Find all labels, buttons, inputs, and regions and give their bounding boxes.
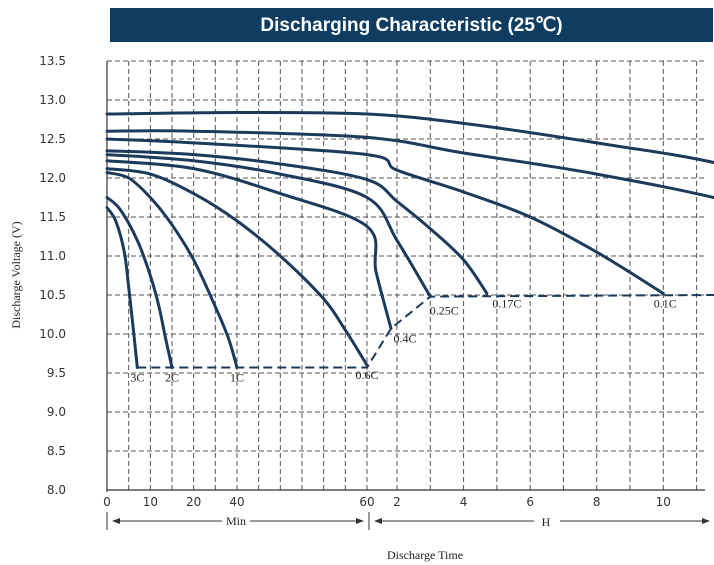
curve-3c [105,206,139,369]
x-segment-label-min: Min [226,514,246,528]
arrow-head [374,518,382,524]
arrow-head [112,518,120,524]
y-tick-label: 11.5 [39,210,66,224]
x-tick-label-h: 2 [393,495,401,509]
curve-0_6c [105,167,369,367]
axes [106,61,705,492]
curve-0_1c [105,137,665,295]
x-axis-label: Discharge Time [387,548,463,562]
curve-label-0_6c: 0.6C [355,368,378,382]
y-tick-label: 8.0 [47,483,66,497]
x-tick-label-h: 6 [526,495,534,509]
curve-0_25c [105,153,432,299]
grid [107,60,705,491]
x-tick-label-min: 60 [359,495,374,509]
arrow-head [356,518,364,524]
curve-label-0_1c: 0.1C [654,296,677,310]
x-tick-label-h: 4 [460,495,468,509]
x-tick-labels: 01020406024681012141618202 [103,495,671,509]
y-tick-label: 10.5 [39,288,66,302]
curve-0_17c [105,149,489,295]
x-tick-label-min: 10 [143,495,158,509]
curves [105,110,714,369]
curve-2c [105,196,174,369]
x-tick-label-h: 10 [656,495,671,509]
y-tick-label: 9.0 [47,405,66,419]
x-tick-label-min: 0 [103,495,111,509]
y-tick-label: 12.0 [39,171,66,185]
y-tick-label: 11.0 [39,249,66,263]
x-tick-label-h: 8 [593,495,601,509]
x-segment-arrows [106,512,710,530]
curve-label-0_25c: 0.25C [430,304,459,318]
curve-label-0_17c: 0.17C [492,296,521,310]
curve-0_4c [105,159,393,330]
curve-top [105,110,714,165]
curve-label-2c: 2C [165,371,179,385]
curve-label-1c: 1C [230,371,244,385]
y-axis-label: Discharge Voltage (V) [9,221,23,328]
chart-title: Discharging Characteristic (25℃) [110,8,713,42]
x-segment-label-h: H [542,515,551,529]
curve-label-3c: 3C [130,371,144,385]
y-tick-label: 9.5 [47,366,66,380]
x-tick-label-min: 20 [186,495,201,509]
arrow-head [702,518,710,524]
y-tick-label: 13.0 [39,93,66,107]
y-tick-label: 13.5 [39,54,66,68]
curve-1c [105,171,239,369]
curve-0_05c [105,129,714,200]
y-tick-label: 12.5 [39,132,66,146]
end-voltage-line [137,293,714,369]
curve-label-0_4c: 0.4C [393,332,416,346]
y-tick-label: 8.5 [47,444,66,458]
y-tick-labels: 8.0 8.5 9.0 9.5 10.0 10.5 11.0 11.5 12.0 12.5 13.0… [39,54,66,497]
x-tick-label-min: 40 [229,495,244,509]
y-tick-label: 10.0 [39,327,66,341]
